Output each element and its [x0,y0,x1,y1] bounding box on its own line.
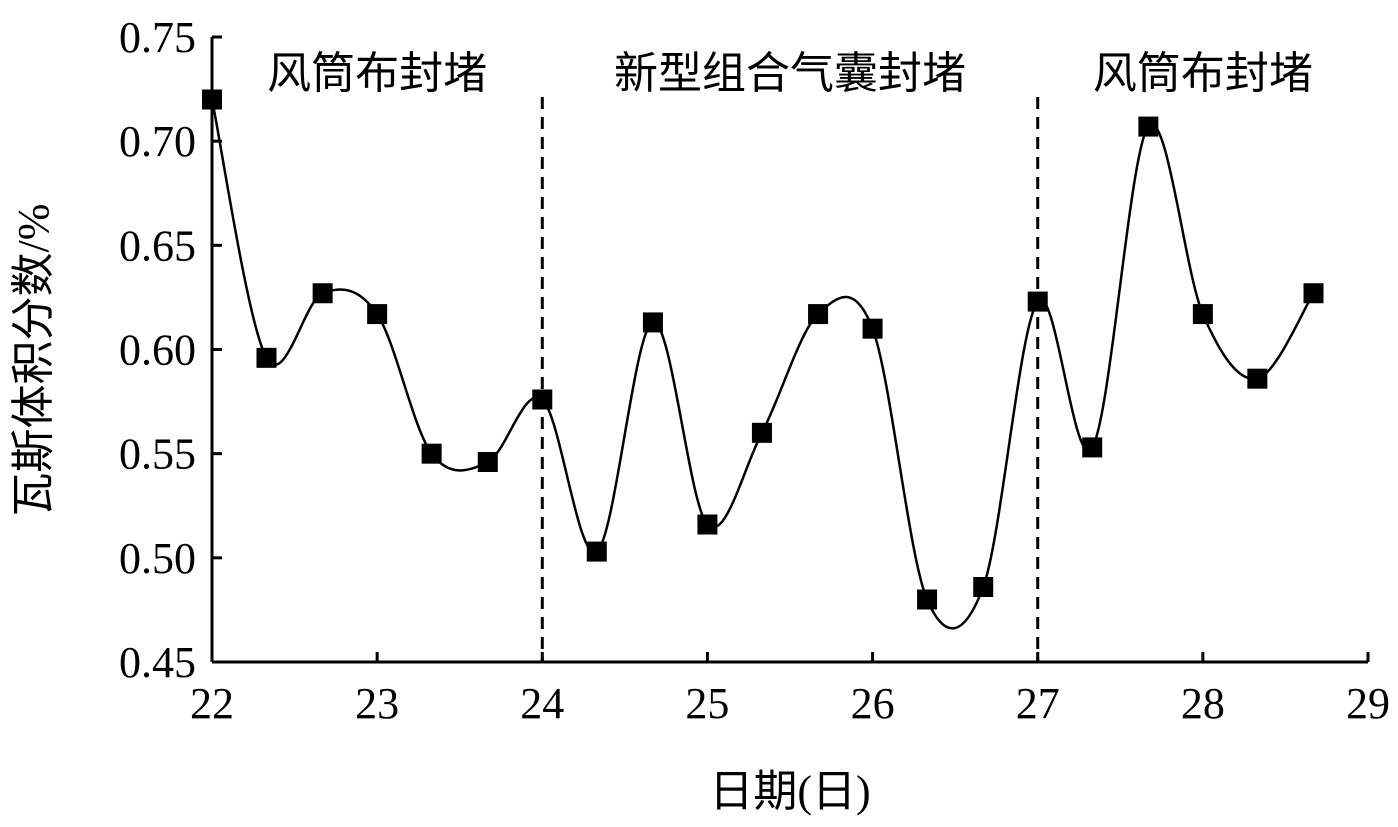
x-tick-label: 29 [1346,679,1390,728]
y-tick-label: 0.50 [119,534,196,583]
data-point [973,577,994,597]
x-tick-label: 27 [1016,679,1060,728]
x-tick-label: 22 [190,679,234,728]
x-axis-label: 日期(日) [709,767,870,816]
x-tick-label: 25 [685,679,729,728]
y-tick-label: 0.65 [119,221,196,270]
data-point [367,304,388,325]
data-point [202,89,222,110]
data-point [1303,283,1324,304]
data-point [1138,116,1159,137]
data-point [917,589,938,610]
data-point [1192,304,1213,325]
y-tick-label: 0.75 [119,13,196,62]
data-point [1247,368,1268,389]
y-tick-label: 0.45 [119,638,196,687]
x-tick-label: 28 [1181,679,1225,728]
region-label: 新型组合气囊封堵 [614,49,966,98]
x-tick-label: 26 [851,679,895,728]
x-tick-label: 24 [520,679,564,728]
data-point [421,443,442,464]
data-point [1082,437,1103,458]
data-point [586,541,607,562]
y-tick-label: 0.70 [119,117,196,166]
data-point [256,347,277,368]
data-point [312,283,333,304]
y-tick-label: 0.55 [119,430,196,479]
y-axis-label: 瓦斯体积分数/% [9,204,58,517]
axes [210,37,1368,664]
data-point [808,304,829,325]
data-point [1027,291,1048,312]
y-tick-label: 0.60 [119,326,196,375]
region-label: 风筒布封堵 [1093,49,1313,98]
data-point [642,312,663,333]
series-line [210,99,1315,630]
data-point [532,389,553,410]
x-tick-label: 23 [355,679,399,728]
data-point [697,514,718,535]
data-point [751,422,772,443]
data-point [477,452,498,472]
data-point [862,318,883,339]
region-label: 风筒布封堵 [267,49,487,98]
